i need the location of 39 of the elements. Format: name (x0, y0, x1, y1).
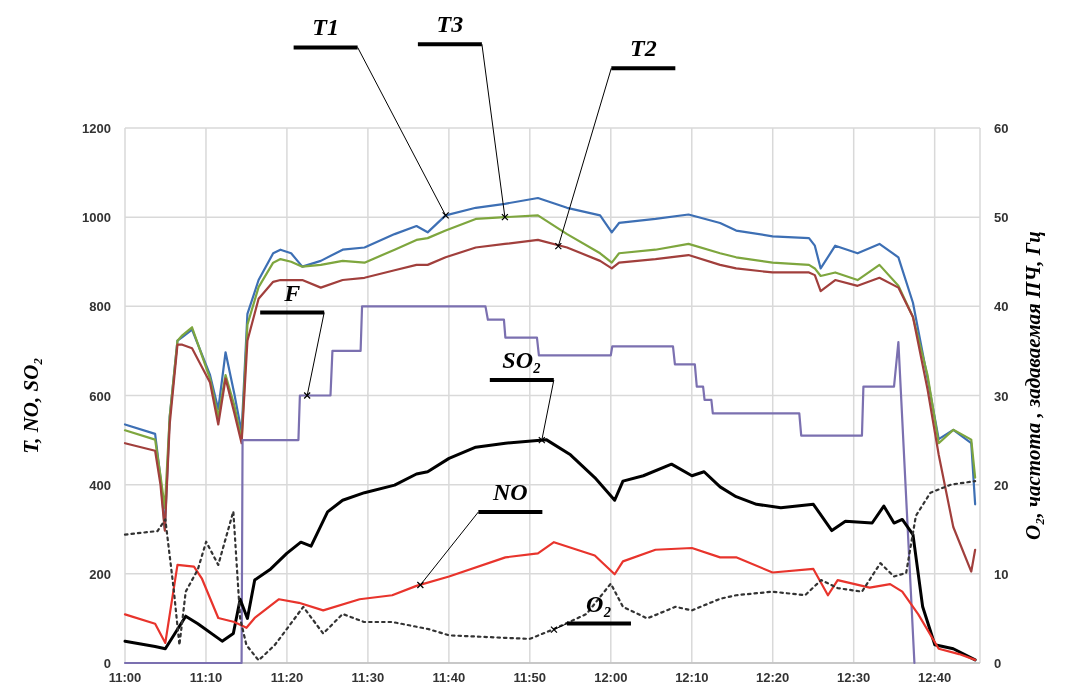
annotation: NO (492, 478, 528, 505)
x-tick-label: 12:40 (918, 670, 952, 685)
y2-tick-label: 0 (994, 656, 1002, 671)
x-tick-label: 12:10 (675, 670, 709, 685)
annotation: SO₂ (502, 347, 542, 374)
x-tick-label: 11:50 (513, 670, 547, 685)
y2-tick-label: 10 (994, 566, 1009, 582)
x-tick-label: 11:10 (189, 670, 223, 685)
y-axis-title: T, NO, SO₂ (19, 357, 43, 454)
line-series (123, 238, 977, 573)
y2-tick-label: 50 (994, 210, 1009, 226)
x-tick-label: 11:00 (108, 670, 142, 685)
annotation: O₂ (586, 590, 612, 617)
annotation: T2 (629, 35, 657, 62)
y2-tick-label: 40 (994, 299, 1009, 315)
annotation: T3 (436, 11, 464, 38)
line-series (123, 305, 916, 665)
y-tick-label: 1000 (82, 210, 111, 226)
x-tick-label: 12:30 (837, 670, 871, 685)
y-tick-label: 600 (89, 388, 111, 404)
y2-axis-title: O₂, частота , задаваемая ПЧ, Гц (1021, 231, 1045, 540)
y-tick-label: 1200 (82, 121, 111, 136)
annotation: T1 (312, 14, 339, 41)
annotation: F (283, 279, 301, 306)
x-tick-label: 11:40 (432, 670, 466, 685)
y-tick-label: 400 (89, 477, 111, 493)
x-tick-label: 11:20 (270, 670, 304, 685)
line-series (123, 480, 977, 662)
y2-tick-label: 30 (994, 388, 1009, 404)
y-tick-label: 800 (89, 299, 111, 315)
x-tick-label: 12:20 (756, 670, 790, 685)
y2-tick-label: 20 (994, 477, 1009, 493)
x-tick-label: 11:30 (351, 670, 385, 685)
y-tick-label: 0 (103, 656, 111, 671)
line-series (123, 541, 977, 661)
line-series (123, 438, 977, 662)
x-tick-label: 12:00 (594, 670, 628, 685)
y2-tick-label: 60 (994, 121, 1009, 136)
y-tick-label: 200 (89, 566, 111, 582)
